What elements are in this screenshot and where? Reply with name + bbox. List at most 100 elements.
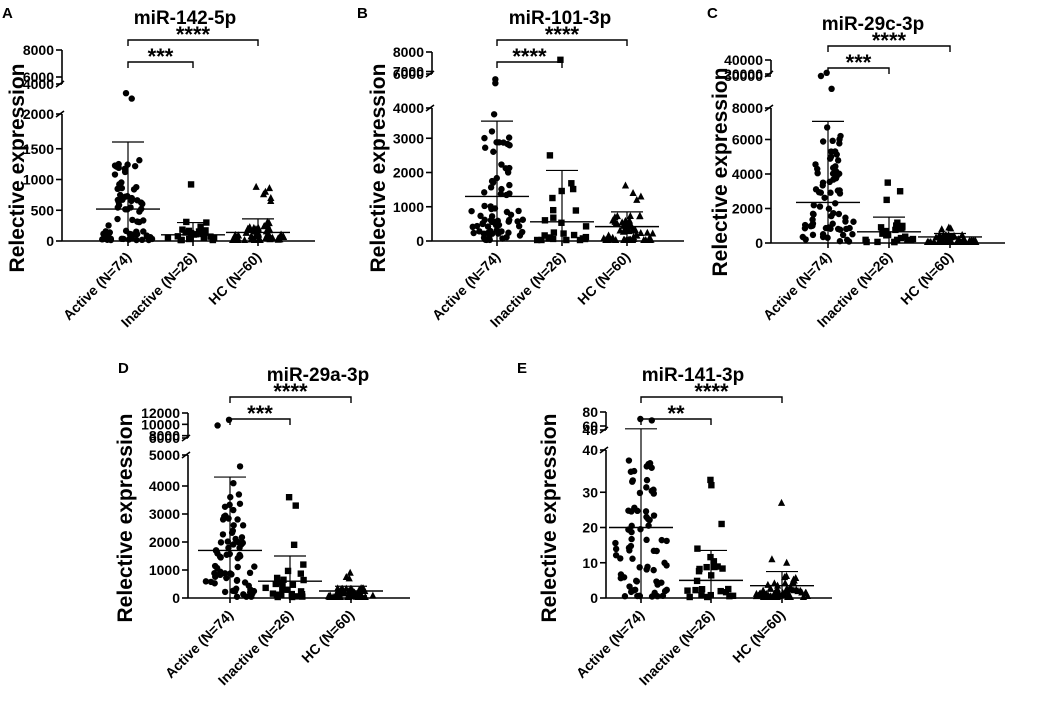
data-point [836, 237, 844, 245]
data-point [819, 182, 826, 189]
data-point [129, 216, 136, 224]
significance-bracket [229, 396, 352, 403]
data-point [694, 545, 701, 552]
data-point [541, 232, 548, 239]
data-point [704, 593, 711, 601]
data-point [631, 226, 639, 234]
data-point [845, 238, 853, 245]
data-point [279, 585, 286, 593]
data-point [140, 217, 147, 224]
data-point [230, 506, 237, 514]
data-point [817, 189, 824, 196]
data-point [481, 134, 488, 142]
y-tick-label: 3000 [149, 506, 180, 522]
data-point [492, 80, 499, 87]
x-tick-label: Active (N=74) [429, 249, 503, 323]
data-point [284, 567, 292, 575]
y-tick-label: 4000 [149, 478, 180, 494]
y-tick-label: 20000 [724, 66, 763, 82]
data-point [643, 566, 650, 573]
data-point [836, 190, 844, 197]
data-point [284, 586, 291, 593]
y-tick-label: 0 [755, 235, 763, 251]
y-tick-label: 0 [172, 590, 180, 606]
data-point [958, 230, 966, 238]
data-point [626, 583, 633, 590]
data-point [636, 211, 644, 219]
data-point [627, 468, 635, 475]
data-point [570, 231, 578, 239]
data-point [783, 558, 791, 566]
data-point [223, 574, 230, 582]
y-tick-label: 2000 [732, 201, 763, 217]
data-point [230, 522, 237, 529]
significance-bracket [127, 61, 194, 68]
data-point [823, 124, 831, 131]
data-point [278, 591, 285, 599]
data-point [782, 572, 791, 580]
data-point [899, 224, 906, 231]
data-point [893, 222, 900, 230]
data-point [232, 236, 240, 243]
data-point [300, 576, 307, 584]
y-tick-label: 1000 [149, 562, 180, 578]
y-axis-label: Relective expression [538, 414, 561, 623]
data-point [122, 90, 130, 97]
y-tick-label: 20 [582, 520, 598, 536]
data-point [255, 234, 263, 242]
data-point [612, 539, 619, 547]
data-point [790, 576, 798, 584]
data-point [490, 148, 497, 155]
data-point [494, 217, 502, 225]
series-triangle-points [923, 223, 980, 245]
data-point [819, 233, 827, 241]
data-point [827, 189, 834, 196]
y-tick-label: 500 [31, 202, 55, 218]
data-point [936, 235, 944, 243]
y-tick-label: 5000 [149, 447, 180, 463]
data-point [563, 236, 570, 244]
data-point [947, 224, 955, 232]
data-point [221, 588, 229, 596]
series-circle-points [99, 90, 156, 244]
data-point [883, 196, 890, 204]
data-point [498, 185, 505, 193]
y-tick-label: 4000 [393, 100, 424, 116]
series-circle-points [799, 69, 857, 245]
data-point [481, 216, 488, 224]
data-point [481, 189, 488, 196]
y-tick-label: 1500 [23, 141, 54, 157]
y-tick-label: 2000 [23, 106, 54, 122]
data-point [236, 551, 243, 559]
data-point [762, 589, 770, 597]
data-point [505, 229, 512, 236]
data-point [350, 588, 359, 596]
data-point [557, 56, 564, 63]
data-point [234, 516, 241, 523]
y-tick-label: 30000 [724, 68, 763, 84]
data-point [625, 457, 633, 464]
data-point [843, 225, 850, 233]
series-square-points [862, 179, 917, 246]
data-point [263, 220, 271, 228]
y-tick-label: 80 [582, 404, 598, 420]
data-point [515, 207, 522, 215]
data-point [634, 507, 641, 515]
x-tick-label: Active (N=74) [60, 249, 134, 323]
data-point [642, 508, 650, 515]
data-point [879, 230, 886, 237]
y-tick-label: 10 [582, 555, 598, 571]
data-point [477, 212, 484, 220]
data-point [896, 188, 904, 195]
significance-bracket [496, 39, 628, 46]
data-point [346, 568, 354, 576]
data-point [658, 536, 665, 544]
data-point [582, 233, 590, 241]
y-tick-label: 60 [582, 418, 598, 434]
y-tick-label: 0 [590, 590, 598, 606]
data-point [781, 579, 789, 587]
y-axis-label: Relective expression [709, 68, 732, 277]
data-point [289, 581, 297, 588]
